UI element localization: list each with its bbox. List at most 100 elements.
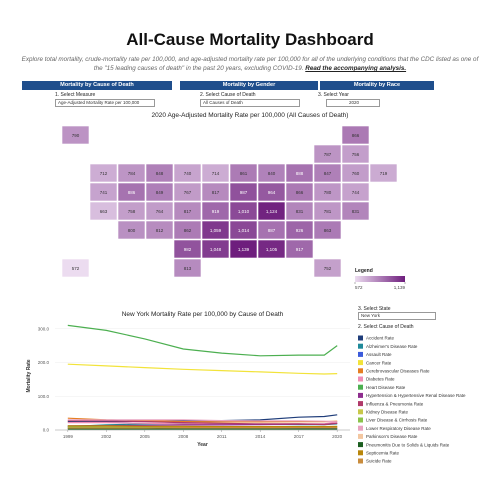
state-value: 848 (156, 171, 164, 176)
x-tick-label: 2011 (217, 434, 227, 439)
y-tick-label: 300.0 (38, 326, 50, 331)
state-value: 831 (296, 209, 304, 214)
dropdown[interactable]: Age-Adjusted Mortality Rate per 100,000 (55, 99, 155, 107)
legend-entry: Pneumonitis Due to Solids & Liquids Rate (366, 442, 450, 447)
state (313, 201, 342, 221)
legend-label: 572 (355, 285, 363, 290)
state (229, 239, 258, 259)
state (257, 220, 286, 240)
state-value: 752 (324, 266, 332, 271)
legend-entry: Assault Rate (366, 352, 392, 357)
state (341, 125, 370, 145)
state (201, 201, 230, 221)
state (117, 220, 146, 240)
dropdown[interactable]: New York (358, 312, 436, 320)
state-value: 764 (156, 209, 164, 214)
state (229, 163, 258, 183)
legend-swatch (358, 360, 363, 366)
legend-swatch (358, 425, 363, 431)
state-value: 866 (296, 190, 304, 195)
state-value: 919 (212, 209, 220, 214)
state-value: 741 (100, 190, 108, 195)
x-tick-label: 2005 (140, 434, 151, 439)
legend-title: Legend (355, 268, 373, 274)
state-value: 787 (324, 152, 332, 157)
state-value: 862 (184, 228, 192, 233)
dropdown[interactable]: All Causes of Death (200, 99, 300, 107)
state (341, 201, 370, 221)
title: All-Cause Mortality Dashboard (126, 30, 374, 49)
state (201, 239, 230, 259)
state (341, 182, 370, 202)
state-value: 719 (380, 171, 388, 176)
state-value: 817 (212, 190, 220, 195)
state (313, 220, 342, 240)
state-value: 790 (72, 133, 80, 138)
state (313, 182, 342, 202)
state (257, 182, 286, 202)
legend-entry: Hypertension & Hypertensive Renal Diseas… (366, 393, 466, 398)
legend-swatch (358, 417, 363, 423)
state (285, 182, 314, 202)
chart-title: New York Mortality Rate per 100,000 by C… (122, 311, 284, 318)
legend-swatch (358, 401, 363, 407)
analysis-link[interactable]: Read the accompanying analysis. (305, 65, 407, 72)
x-tick-label: 2002 (101, 434, 112, 439)
filter-label: 3. Select Year (318, 92, 349, 98)
state (285, 239, 314, 259)
state (257, 201, 286, 221)
state-value: 887 (268, 228, 276, 233)
state (173, 201, 202, 221)
state (173, 182, 202, 202)
state-value: 886 (128, 190, 136, 195)
state (61, 125, 90, 145)
year-selector[interactable]: 2020 (326, 99, 380, 107)
x-axis-label: Year (197, 442, 208, 448)
state-value: 756 (352, 152, 360, 157)
state (313, 144, 342, 164)
legend-swatch (358, 335, 363, 341)
state-value: 714 (212, 171, 220, 176)
state (257, 163, 286, 183)
tab[interactable]: Mortality by Gender (180, 81, 318, 90)
state (201, 220, 230, 240)
legend-entry: Parkinson's Disease Rate (366, 434, 418, 439)
subtitle-text: Explore total mortality, crude-mortality… (21, 56, 479, 72)
tab[interactable]: Mortality by Race (320, 81, 434, 90)
state-value: 781 (324, 209, 332, 214)
state-value: 866 (352, 133, 360, 138)
legend-entry: Septicemia Rate (366, 451, 400, 456)
state-value: 1,010 (238, 209, 250, 214)
filter-label: 2. Select Cause of Death (200, 92, 256, 98)
legend-entry: Heart Disease Rate (366, 385, 406, 390)
legend-swatch (358, 433, 363, 439)
state (285, 201, 314, 221)
state (89, 163, 118, 183)
state-value: 784 (128, 171, 136, 176)
state-value: 926 (296, 228, 304, 233)
state (89, 201, 118, 221)
legend-entry: Liver Disease & Cirrhosis Rate (366, 418, 428, 423)
tab[interactable]: Mortality by Cause of Death (22, 81, 172, 90)
legend-entry: Accident Rate (366, 336, 395, 341)
x-tick-label: 2008 (178, 434, 189, 439)
state (229, 182, 258, 202)
state-value: 982 (184, 247, 192, 252)
state-value: 740 (184, 171, 192, 176)
state-value: 863 (324, 228, 332, 233)
state (145, 201, 174, 221)
state-value: 987 (240, 190, 248, 195)
series-line (67, 419, 338, 423)
y-tick-label: 100.0 (38, 394, 50, 399)
state (173, 239, 202, 259)
state (117, 201, 146, 221)
state (173, 220, 202, 240)
state (201, 163, 230, 183)
legend-entry: Kidney Disease Rate (366, 410, 409, 415)
state (369, 163, 398, 183)
state-value: 767 (184, 190, 192, 195)
state-value: 780 (324, 190, 332, 195)
state (117, 182, 146, 202)
series-line (67, 363, 338, 375)
